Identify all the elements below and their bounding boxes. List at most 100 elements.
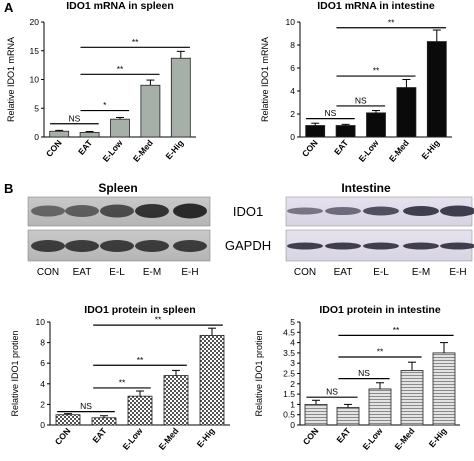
significance-label: * xyxy=(103,100,107,110)
y-tick-label: 0.5 xyxy=(283,410,295,420)
panel-label-b: B xyxy=(4,181,13,196)
bar xyxy=(400,370,424,426)
significance-label: NS xyxy=(355,95,367,105)
significance-label: ** xyxy=(119,377,126,387)
band-intestine-gapdh xyxy=(287,242,323,250)
y-tick-label: 0 xyxy=(40,420,45,430)
western-blot: Spleen Intestine IDO1 GAPDH CON EAT E-L E-M… xyxy=(27,181,474,278)
y-axis-title: Relative IDO1 protien xyxy=(254,330,264,416)
band-intestine-ido1 xyxy=(287,207,323,215)
y-tick-label: 0 xyxy=(290,132,295,142)
x-tick-label: E-Hig xyxy=(195,426,217,449)
x-tick-label: E-Hig xyxy=(427,426,449,449)
y-tick-label: 4 xyxy=(290,338,295,348)
significance-label: ** xyxy=(137,355,144,365)
y-tick-label: 3.5 xyxy=(283,348,295,358)
lane-label: CON xyxy=(294,267,316,278)
x-tick-label: E-Hig xyxy=(419,138,441,161)
significance-label: ** xyxy=(155,315,162,325)
y-tick-label: 4 xyxy=(40,379,45,389)
bar xyxy=(91,417,117,426)
y-tick-label: 8 xyxy=(290,40,295,50)
band-spleen-gapdh xyxy=(31,240,65,252)
y-tick-label: 5 xyxy=(290,317,295,327)
band-spleen-gapdh xyxy=(135,240,169,252)
y-tick-label: 6 xyxy=(40,358,45,368)
band-intestine-ido1 xyxy=(403,206,439,216)
band-intestine-ido1 xyxy=(363,206,399,216)
x-tick-label: EAT xyxy=(332,137,351,157)
band-intestine-gapdh xyxy=(325,242,361,250)
lane-label: E-H xyxy=(181,267,198,278)
significance-label: NS xyxy=(324,108,336,118)
bar xyxy=(396,87,417,138)
y-tick-label: 2 xyxy=(290,379,295,389)
band-intestine-gapdh xyxy=(363,242,399,250)
band-spleen-gapdh xyxy=(173,240,207,252)
band-spleen-gapdh xyxy=(100,240,134,252)
band-intestine-ido1 xyxy=(325,207,361,215)
y-axis-title: Relative IDO1 mRNA xyxy=(260,37,270,122)
bar xyxy=(55,414,81,426)
blot-lane-labels: CON EAT E-L E-M E-H CON EAT E-L E-M E-H xyxy=(37,267,467,278)
chart-title: IDO1 mRNA in intestine xyxy=(317,0,435,12)
x-tick-label: CON xyxy=(300,138,320,159)
y-tick-label: 10 xyxy=(30,75,40,85)
significance-label: ** xyxy=(377,347,384,357)
x-tick-label: E-Med xyxy=(156,426,180,452)
bar xyxy=(366,112,386,138)
band-intestine-gapdh xyxy=(403,242,439,250)
significance-label: ** xyxy=(373,66,380,76)
significance-label: ** xyxy=(388,17,395,27)
bar xyxy=(163,375,189,426)
bar xyxy=(79,131,100,138)
chart-ido1-protein-intestine: IDO1 protein in intestine Relative IDO1 p… xyxy=(254,304,460,452)
x-tick-label: EAT xyxy=(334,425,353,445)
chart-ido1-mrna-intestine: IDO1 mRNA in intestine Relative IDO1 mRNA… xyxy=(260,0,452,164)
lane-label: EAT xyxy=(334,267,353,278)
y-tick-label: 8 xyxy=(40,338,45,348)
band-spleen-ido1 xyxy=(31,205,65,217)
x-tick-label: E-Low xyxy=(100,138,124,164)
band-spleen-ido1 xyxy=(173,203,207,219)
blot-row-label-gapdh: GAPDH xyxy=(225,238,271,253)
significance-label: ** xyxy=(132,37,139,47)
band-spleen-ido1 xyxy=(135,204,169,218)
band-spleen-gapdh xyxy=(65,240,99,252)
y-tick-label: 0 xyxy=(34,132,39,142)
significance-label: NS xyxy=(80,401,92,411)
x-tick-label: EAT xyxy=(76,137,95,157)
x-tick-label: E-Low xyxy=(360,426,384,452)
bar xyxy=(432,352,456,426)
bar xyxy=(335,125,356,138)
blot-title-spleen: Spleen xyxy=(98,181,137,195)
lane-label: E-H xyxy=(449,267,466,278)
chart-ido1-mrna-spleen: IDO1 mRNA in spleen Relative IDO1 mRNA 0 5 1… xyxy=(6,0,196,164)
y-axis-title: Relative IDO1 mRNA xyxy=(6,37,16,122)
y-tick-label: 3 xyxy=(290,358,295,368)
x-tick-label: E-Low xyxy=(356,138,380,164)
significance-label: NS xyxy=(68,113,80,123)
chart-ido1-protein-spleen: IDO1 protein in spleen Relative IDO1 prot… xyxy=(10,304,230,452)
lane-label: CON xyxy=(37,267,59,278)
lane-label: E-L xyxy=(373,267,389,278)
bar xyxy=(199,334,225,426)
band-intestine-gapdh xyxy=(440,242,474,250)
band-intestine-ido1 xyxy=(440,205,474,217)
x-tick-label: E-Hig xyxy=(163,138,185,161)
y-tick-label: 10 xyxy=(36,317,46,327)
y-tick-label: 0 xyxy=(290,420,295,430)
bar xyxy=(110,118,130,138)
bar xyxy=(368,388,392,426)
significance-label: NS xyxy=(326,387,338,397)
y-tick-label: 20 xyxy=(30,17,40,27)
y-tick-label: 10 xyxy=(286,17,296,27)
y-tick-label: 4 xyxy=(290,86,295,96)
y-tick-label: 4.5 xyxy=(283,327,295,337)
blot-row-label-ido1: IDO1 xyxy=(233,204,263,219)
y-axis-title: Relative IDO1 protien xyxy=(10,330,20,416)
y-tick-label: 1.5 xyxy=(283,389,295,399)
x-tick-label: E-Med xyxy=(392,426,416,452)
band-spleen-ido1 xyxy=(65,205,99,217)
